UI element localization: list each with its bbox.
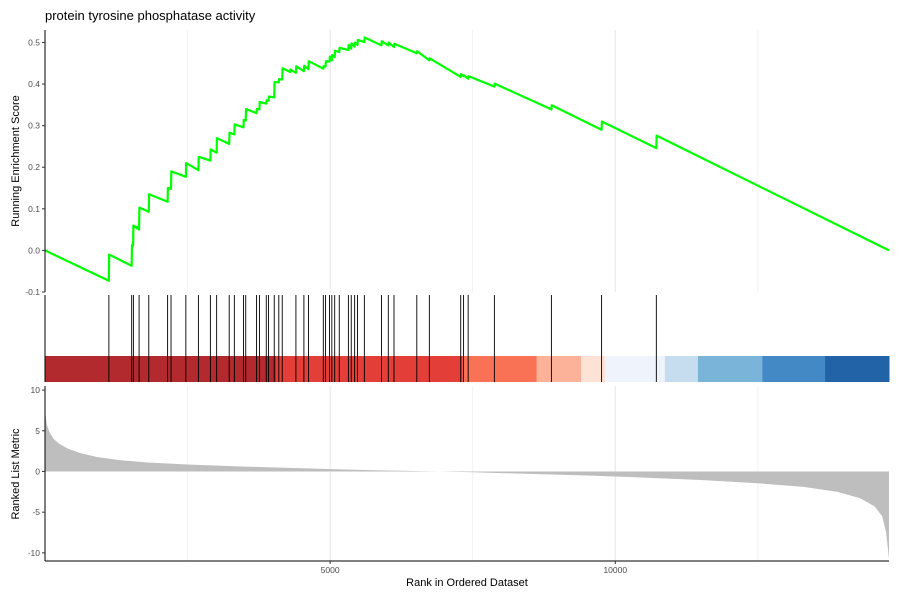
y-tick-label-enrichment: -0.1 (25, 287, 40, 297)
enrichment-score-line (44, 36, 890, 282)
gene-hit-marks (108, 295, 657, 382)
y-tick-label-enrichment: 0.4 (28, 79, 40, 89)
axes (42, 30, 889, 564)
ranked-metric-fill (45, 410, 889, 560)
y-tick-label-metric: -10 (28, 548, 41, 558)
color-band-segment (605, 356, 666, 382)
y-tick-label-enrichment: 0.5 (28, 37, 40, 47)
ranked-metric-area (45, 410, 889, 560)
color-band-segment (762, 356, 826, 382)
tick-labels: -0.1 0.0 0.1 0.2 0.3 0.4 0.5 10 5 0 -5 -10 5000 10000 (25, 37, 627, 575)
rank-color-bar (45, 356, 890, 382)
x-tick-label: 10000 (603, 565, 627, 575)
enrichment-curve (44, 36, 890, 282)
y-tick-label-enrichment: 0.2 (28, 162, 40, 172)
x-tick-label: 5000 (321, 565, 340, 575)
y-tick-label-enrichment: 0.3 (28, 121, 40, 131)
y-tick-label-enrichment: 0.0 (28, 245, 40, 255)
color-band-segment (664, 356, 699, 382)
y-tick-label-enrichment: 0.1 (28, 204, 40, 214)
y-axis-label-metric: Ranked List Metric (10, 428, 22, 520)
color-band-segment (275, 356, 463, 382)
color-band-segment (45, 356, 277, 382)
x-axis-label: Rank in Ordered Dataset (406, 577, 528, 589)
color-band-segment (697, 356, 763, 382)
chart-title: protein tyrosine phosphatase activity (45, 8, 256, 23)
color-band-segment (462, 356, 538, 382)
y-tick-label-metric: 5 (35, 426, 40, 436)
color-band-segment (825, 356, 890, 382)
y-tick-label-metric: 0 (35, 466, 40, 476)
gridlines (187, 30, 759, 561)
y-tick-label-metric: 10 (31, 385, 41, 395)
color-band-segment (536, 356, 582, 382)
y-tick-label-metric: -5 (32, 507, 40, 517)
y-axis-label-enrichment: Running Enrichment Score (10, 95, 22, 226)
